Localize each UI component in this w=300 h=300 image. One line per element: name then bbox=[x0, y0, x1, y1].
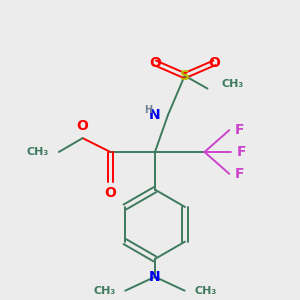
Text: F: F bbox=[237, 145, 247, 159]
Text: CH₃: CH₃ bbox=[27, 147, 49, 157]
Text: O: O bbox=[104, 186, 116, 200]
Text: O: O bbox=[77, 119, 88, 133]
Text: CH₃: CH₃ bbox=[93, 286, 115, 296]
Text: N: N bbox=[149, 270, 161, 284]
Text: N: N bbox=[148, 108, 160, 122]
Text: CH₃: CH₃ bbox=[221, 79, 244, 88]
Text: O: O bbox=[149, 56, 161, 70]
Text: F: F bbox=[235, 167, 245, 181]
Text: F: F bbox=[235, 123, 245, 137]
Text: O: O bbox=[208, 56, 220, 70]
Text: S: S bbox=[180, 69, 190, 83]
Text: CH₃: CH₃ bbox=[195, 286, 217, 296]
Text: H: H bbox=[144, 105, 152, 116]
